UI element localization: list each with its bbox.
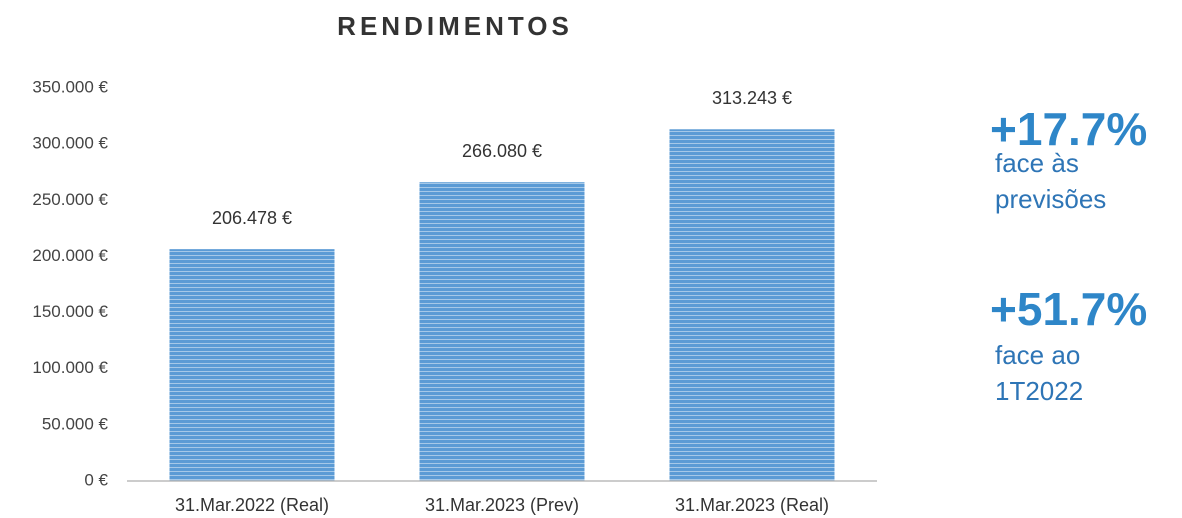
value-label: 206.478 € [212, 208, 292, 228]
value-label: 266.080 € [462, 141, 542, 161]
x-tick-label: 31.Mar.2022 (Real) [175, 495, 329, 515]
bar [169, 249, 335, 481]
x-tick-label: 31.Mar.2023 (Prev) [425, 495, 579, 515]
bar-stripes [169, 249, 335, 481]
bar [669, 129, 835, 481]
y-tick-label: 150.000 € [32, 302, 108, 321]
chart-title: RENDIMENTOS [337, 11, 573, 41]
y-tick-label: 200.000 € [32, 246, 108, 265]
annotation-value: +17.7% [990, 103, 1147, 155]
y-tick-label: 350.000 € [32, 77, 108, 96]
x-tick-label: 31.Mar.2023 (Real) [675, 495, 829, 515]
annotation-value: +51.7% [990, 283, 1147, 335]
bar-stripes [419, 182, 585, 482]
y-tick-label: 300.000 € [32, 134, 108, 153]
annotation-text: face ao [995, 340, 1080, 370]
bar [419, 182, 585, 482]
y-tick-label: 100.000 € [32, 358, 108, 377]
bar-stripes [669, 129, 835, 481]
value-label: 313.243 € [712, 88, 792, 108]
annotation-text: face às [995, 148, 1079, 178]
y-tick-label: 50.000 € [42, 414, 109, 433]
y-tick-label: 250.000 € [32, 190, 108, 209]
y-tick-label: 0 € [84, 470, 108, 489]
annotation-text: previsões [995, 184, 1106, 214]
annotation-text: 1T2022 [995, 376, 1083, 406]
